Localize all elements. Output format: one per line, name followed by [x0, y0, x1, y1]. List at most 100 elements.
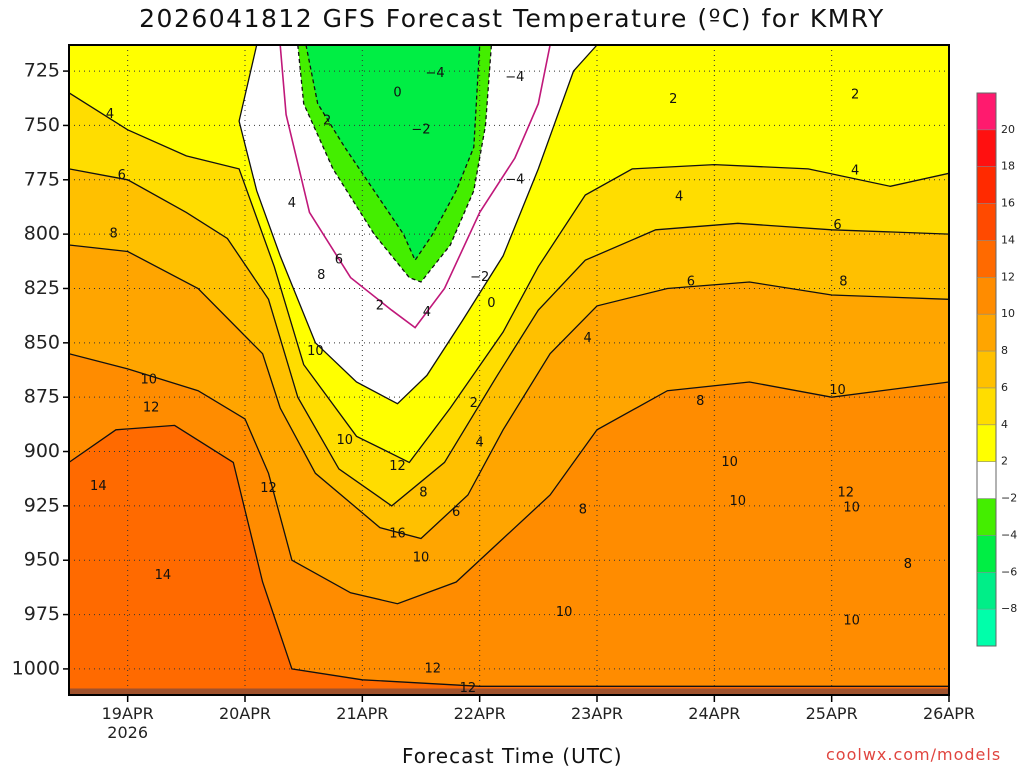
contour-label-32: 4 — [583, 331, 591, 346]
y-tick-label-900: 900 — [24, 440, 60, 462]
contour-label-38: 8 — [696, 394, 704, 409]
x-tick-label-25APR: 25APR — [806, 704, 858, 723]
isotherm-4 — [69, 92, 949, 464]
colorbar-band-12 — [977, 240, 996, 278]
y-tick-label-850: 850 — [24, 331, 60, 353]
colorbar-band--6 — [977, 535, 996, 573]
colorbar-band-14 — [977, 203, 996, 241]
colorbar-band-18 — [977, 129, 996, 167]
contour-label-24: 2 — [376, 298, 384, 313]
y-tick-label-750: 750 — [24, 114, 60, 136]
x-tick-label-24APR: 24APR — [688, 704, 740, 723]
contour-label-14: 6 — [335, 253, 343, 268]
contour-label-19: −4 — [425, 66, 444, 81]
contour-label-26: 4 — [476, 435, 484, 450]
isotherm-0 — [279, 45, 551, 329]
x-tick-label-23APR: 23APR — [571, 704, 623, 723]
contour-label-0: 4 — [106, 107, 114, 122]
y-tick-label-725: 725 — [24, 60, 60, 82]
x-axis: 19APR 20APR 21APR 22APR 23APR 24APR 25APR 26APR… — [102, 695, 975, 742]
ground-strip — [69, 688, 949, 695]
colorbar-label-9: 2 — [1001, 455, 1008, 468]
colorbar-band--8 — [977, 572, 996, 610]
isotherm-2 — [238, 45, 598, 405]
contour-label-25: 2 — [470, 396, 478, 411]
colorbar-band--4 — [977, 498, 996, 536]
contour-label-47: 10 — [843, 501, 860, 516]
contour-label-36: 4 — [675, 190, 683, 205]
y-tick-label-800: 800 — [24, 223, 60, 245]
contour-label-18: −2 — [411, 122, 430, 137]
contour-label-5: 14 — [90, 479, 107, 494]
colorbar-label-0: 20 — [1001, 123, 1015, 136]
isotherm--2 — [297, 45, 493, 283]
colorbar-legend: 20 18 16 14 12 10 8 6 4 2 −2 −4 −6 −8 — [976, 92, 1017, 647]
x-year-label: 2026 — [107, 723, 148, 742]
isotherm-12 — [69, 424, 949, 687]
band-below-2 — [69, 45, 949, 404]
x-tick-label-19APR: 19APR — [102, 704, 154, 723]
contour-label-11: 16 — [389, 527, 406, 542]
contour-label-6: 14 — [155, 568, 172, 583]
colorbar-band-2 — [977, 424, 996, 462]
contour-label-27: 4 — [423, 305, 431, 320]
isotherm-8 — [69, 244, 949, 540]
credit-link[interactable]: coolwx.com/models — [826, 745, 1002, 764]
colorbar-band--2 — [977, 461, 996, 499]
contour-label-37: 6 — [687, 274, 695, 289]
contour-label-9: 10 — [336, 433, 353, 448]
colorbar-label-5: 10 — [1001, 307, 1015, 320]
contour-label-8: 10 — [307, 344, 324, 359]
y-tick-label-825: 825 — [24, 277, 60, 299]
x-tick-label-22APR: 22APR — [454, 704, 506, 723]
isotherm-10 — [69, 353, 949, 605]
contour-label-1: 6 — [118, 168, 126, 183]
isotherm-6 — [69, 168, 949, 507]
contour-label-21: −4 — [505, 172, 524, 187]
contour-label-23: 0 — [487, 296, 495, 311]
y-tick-label-950: 950 — [24, 549, 60, 571]
contour-label-40: 10 — [730, 494, 747, 509]
contour-label-15: 4 — [288, 196, 296, 211]
contour-label-7: 12 — [260, 481, 277, 496]
colorbar-label-6: 8 — [1001, 344, 1008, 357]
ground-fill — [69, 688, 949, 695]
contour-label-3: 10 — [141, 372, 158, 387]
colorbar-label-8: 4 — [1001, 418, 1008, 431]
isotherm--4 — [305, 45, 481, 262]
colorbar-band-10 — [977, 277, 996, 315]
colorbar-label-7: 6 — [1001, 381, 1008, 394]
contour-label-22: −2 — [470, 270, 489, 285]
contour-label-46: 12 — [837, 485, 854, 500]
contour-label-39: 10 — [721, 455, 738, 470]
colorbar-label-10: −2 — [1001, 492, 1017, 505]
y-tick-label-925: 925 — [24, 494, 60, 516]
contour-label-35: 2 — [669, 92, 677, 107]
contour-label-13: 8 — [317, 268, 325, 283]
plot-frame — [68, 44, 950, 696]
colorbar-band-8 — [977, 314, 996, 352]
colorbar-label-12: −6 — [1001, 565, 1017, 578]
contour-label-10: 12 — [389, 459, 406, 474]
x-tick-label-26APR: 26APR — [923, 704, 975, 723]
contour-label-17: 0 — [393, 85, 401, 100]
band-below--4 — [306, 45, 480, 261]
contour-label-45: 10 — [829, 383, 846, 398]
contour-label-44: 8 — [839, 274, 847, 289]
y-tick-label-975: 975 — [24, 603, 60, 625]
colorbar-label-13: −8 — [1001, 602, 1017, 615]
grid-lines — [69, 45, 949, 695]
colorbar-label-2: 16 — [1001, 197, 1015, 210]
x-tick-label-20APR: 20APR — [219, 704, 271, 723]
y-axis: 725 750 775 800 825 850 875 900 925 950 975 1000 — [12, 60, 69, 679]
contour-label-49: 10 — [843, 614, 860, 629]
contour-label-4: 12 — [143, 401, 160, 416]
colorbar-band-20 — [977, 93, 996, 130]
contour-label-30: 10 — [413, 551, 430, 566]
colorbar-label-11: −4 — [1001, 528, 1017, 541]
contour-label-29: 8 — [419, 485, 427, 500]
colorbar-band-6 — [977, 351, 996, 388]
colorbar-label-1: 18 — [1001, 160, 1015, 173]
